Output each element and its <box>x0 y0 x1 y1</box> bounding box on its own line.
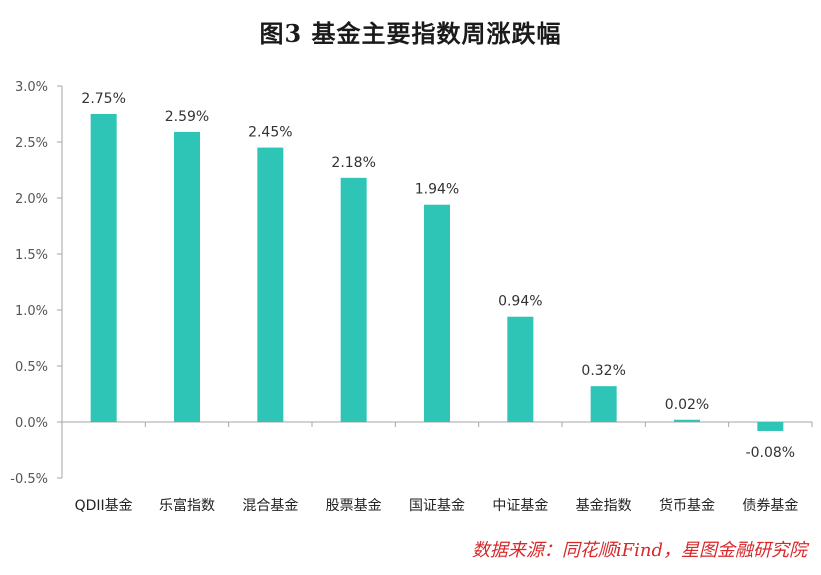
category-label: 货币基金 <box>659 497 715 514</box>
y-tick-label: 2.5% <box>15 136 48 151</box>
category-label: 基金指数 <box>576 497 632 514</box>
data-label: 2.75% <box>81 91 125 107</box>
y-axis: 3.0% 2.5% 2.0% 1.5% 1.0% 0.5% 0.0% -0.5% <box>10 80 63 487</box>
category-label: 国证基金 <box>409 497 465 514</box>
data-label: -0.08% <box>746 445 796 461</box>
bar <box>90 114 117 422</box>
data-label: 0.02% <box>665 397 709 413</box>
bar <box>174 131 200 423</box>
bar <box>257 147 284 422</box>
category-label: 中证基金 <box>492 497 548 514</box>
category-label: 乐富指数 <box>159 497 215 514</box>
bar <box>507 316 534 422</box>
data-label: 2.45% <box>248 125 292 141</box>
data-label: 2.59% <box>165 109 209 125</box>
y-tick-label: 1.0% <box>15 304 48 319</box>
data-label: 1.94% <box>415 182 459 198</box>
data-label: 2.18% <box>331 155 375 171</box>
source-note: 数据来源：同花顺iFind，星图金融研究院 <box>471 540 807 561</box>
x-axis <box>61 421 813 427</box>
chart-title: 图3 基金主要指数周涨跌幅 <box>259 19 562 48</box>
y-tick-label: 3.0% <box>15 80 48 95</box>
bar <box>424 204 450 422</box>
bar <box>757 422 784 431</box>
category-labels: QDII基金 乐富指数 混合基金 股票基金 国证基金 中证基金 基金指数 货币基金 债券基金 <box>75 497 799 514</box>
y-tick-label: 2.0% <box>15 192 48 207</box>
y-tick-label: 0.0% <box>15 416 48 431</box>
data-labels: 2.75% 2.59% 2.45% 2.18% 1.94% 0.94% 0.32% 0.02%… <box>81 91 795 461</box>
y-tick-label: -0.5% <box>10 472 48 487</box>
category-label: 债券基金 <box>742 497 798 514</box>
category-label: QDII基金 <box>75 497 133 514</box>
data-label: 0.32% <box>581 363 625 379</box>
category-label: 股票基金 <box>326 497 382 514</box>
category-label: 混合基金 <box>242 497 298 514</box>
data-label: 0.94% <box>498 294 542 310</box>
y-tick-label: 0.5% <box>15 360 48 375</box>
bar <box>590 386 617 422</box>
bars <box>90 114 784 431</box>
bar <box>340 177 367 422</box>
bar <box>674 419 700 422</box>
y-tick-label: 1.5% <box>15 248 48 263</box>
